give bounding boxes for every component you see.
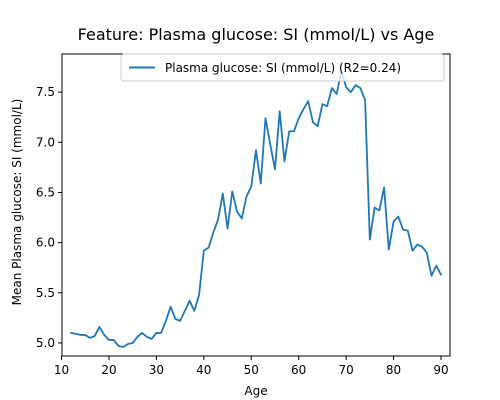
y-tick-label: 6.5 (36, 185, 55, 199)
chart-title: Feature: Plasma glucose: SI (mmol/L) vs … (78, 25, 435, 44)
x-tick-label: 60 (291, 363, 306, 377)
y-tick-label: 5.5 (36, 286, 55, 300)
plot-area: 10 20 30 40 50 60 70 80 90 5.0 5.5 6.0 6.5 7.0 7.5 (36, 53, 451, 377)
x-tick-label: 40 (196, 363, 211, 377)
series-line-0 (70, 70, 442, 348)
x-axis-label: Age (244, 384, 267, 398)
y-tick-label: 5.0 (36, 336, 55, 350)
y-tick-label: 7.0 (36, 135, 55, 149)
x-tick-label: 80 (386, 363, 401, 377)
y-tick-label: 6.0 (36, 236, 55, 250)
x-tick-label: 90 (433, 363, 448, 377)
x-tick-label: 70 (338, 363, 353, 377)
legend-box (120, 53, 445, 82)
legend-label: Plasma glucose: SI (mmol/L) (R2=0.24) (165, 61, 401, 75)
y-tick-label: 7.5 (36, 85, 55, 99)
x-tick-label: 50 (244, 363, 259, 377)
x-tick-label: 20 (101, 363, 116, 377)
legend: Plasma glucose: SI (mmol/L) (R2=0.24) (120, 53, 445, 82)
x-tick-label: 10 (54, 363, 69, 377)
y-axis-label: Mean Plasma glucose: SI (mmol/L) (10, 99, 24, 306)
x-tick-label: 30 (149, 363, 164, 377)
